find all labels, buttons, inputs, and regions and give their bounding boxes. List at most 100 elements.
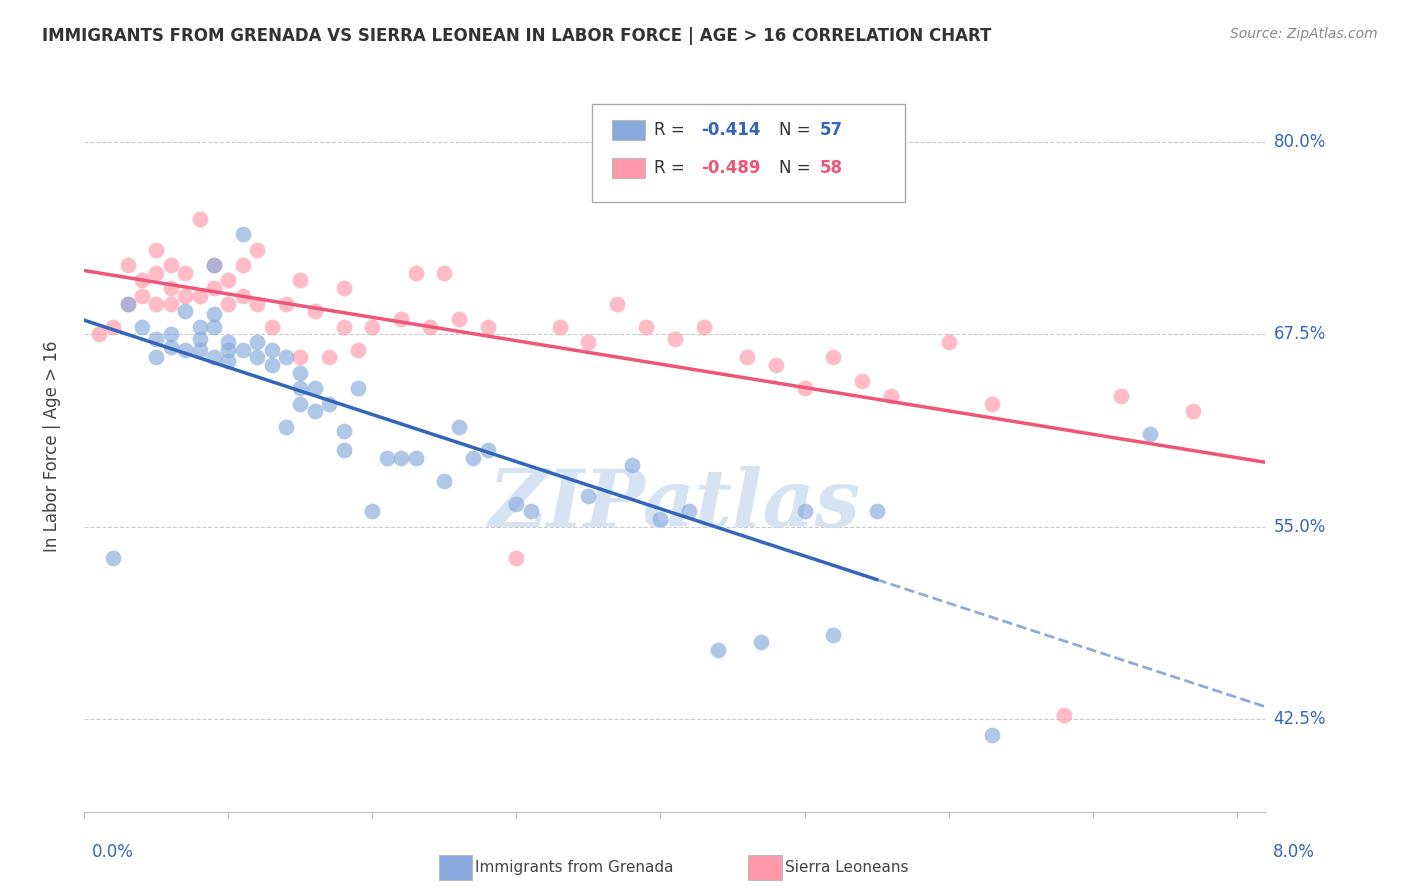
Point	[188, 332, 211, 346]
Point	[678, 504, 700, 518]
Point	[159, 258, 181, 272]
Point	[260, 343, 283, 357]
Point	[117, 258, 139, 272]
Point	[347, 381, 370, 395]
Point	[159, 340, 181, 354]
Point	[578, 334, 600, 349]
Text: R =: R =	[654, 159, 689, 177]
Point	[880, 389, 903, 403]
Point	[174, 289, 197, 303]
Text: IMMIGRANTS FROM GRENADA VS SIERRA LEONEAN IN LABOR FORCE | AGE > 16 CORRELATION : IMMIGRANTS FROM GRENADA VS SIERRA LEONEA…	[42, 27, 991, 45]
Point	[232, 227, 254, 242]
Point	[202, 258, 225, 272]
Text: Source: ZipAtlas.com: Source: ZipAtlas.com	[1230, 27, 1378, 41]
Point	[87, 327, 110, 342]
FancyBboxPatch shape	[612, 120, 645, 140]
Point	[505, 497, 527, 511]
Point	[823, 627, 845, 641]
Point	[332, 319, 354, 334]
Point	[290, 397, 312, 411]
Point	[735, 351, 758, 365]
Point	[433, 266, 456, 280]
Point	[117, 296, 139, 310]
Point	[636, 319, 658, 334]
Point	[447, 312, 470, 326]
Point	[290, 381, 312, 395]
Text: 8.0%: 8.0%	[1272, 843, 1315, 861]
Point	[202, 281, 225, 295]
Point	[405, 450, 427, 465]
Point	[389, 312, 412, 326]
Point	[332, 281, 354, 295]
Text: R =: R =	[654, 121, 689, 139]
Point	[274, 351, 297, 365]
Point	[217, 343, 239, 357]
Point	[347, 343, 370, 357]
Point	[290, 273, 312, 287]
Point	[477, 319, 499, 334]
Point	[375, 450, 398, 465]
Point	[217, 353, 239, 368]
Point	[463, 450, 485, 465]
Text: ZIPatlas: ZIPatlas	[489, 466, 860, 543]
Point	[159, 296, 181, 310]
Point	[332, 442, 354, 457]
Point	[447, 419, 470, 434]
Point	[304, 381, 326, 395]
Point	[145, 332, 167, 346]
Point	[246, 334, 269, 349]
Point	[101, 319, 124, 334]
Point	[1182, 404, 1205, 418]
Point	[938, 334, 960, 349]
Text: 67.5%: 67.5%	[1274, 326, 1326, 343]
Text: 80.0%: 80.0%	[1274, 133, 1326, 151]
Point	[274, 296, 297, 310]
Point	[304, 404, 326, 418]
Point	[1111, 389, 1133, 403]
Point	[304, 304, 326, 318]
Text: -0.489: -0.489	[700, 159, 761, 177]
Point	[318, 397, 340, 411]
Point	[217, 334, 239, 349]
Text: -0.414: -0.414	[700, 121, 761, 139]
Point	[865, 504, 887, 518]
Point	[131, 289, 153, 303]
Point	[246, 351, 269, 365]
Point	[159, 281, 181, 295]
Point	[433, 474, 456, 488]
Point	[232, 343, 254, 357]
Point	[274, 419, 297, 434]
Point	[188, 211, 211, 226]
Point	[851, 374, 873, 388]
Point	[174, 266, 197, 280]
Point	[202, 258, 225, 272]
Point	[548, 319, 571, 334]
Text: N =: N =	[779, 159, 815, 177]
Point	[145, 351, 167, 365]
Point	[260, 358, 283, 372]
Point	[318, 351, 340, 365]
Text: 58: 58	[820, 159, 844, 177]
Point	[332, 425, 354, 439]
Point	[1139, 427, 1161, 442]
Point	[188, 289, 211, 303]
Point	[405, 266, 427, 280]
Point	[1053, 707, 1076, 722]
Point	[606, 296, 628, 310]
Text: 57: 57	[820, 121, 844, 139]
Point	[290, 351, 312, 365]
Point	[980, 728, 1002, 742]
Point	[361, 319, 384, 334]
Point	[145, 266, 167, 280]
Point	[188, 343, 211, 357]
Point	[520, 504, 543, 518]
Point	[477, 442, 499, 457]
Point	[188, 319, 211, 334]
Point	[260, 319, 283, 334]
Point	[650, 512, 672, 526]
Point	[361, 504, 384, 518]
Point	[246, 296, 269, 310]
Point	[707, 643, 730, 657]
Text: Sierra Leoneans: Sierra Leoneans	[785, 860, 908, 874]
Point	[823, 351, 845, 365]
